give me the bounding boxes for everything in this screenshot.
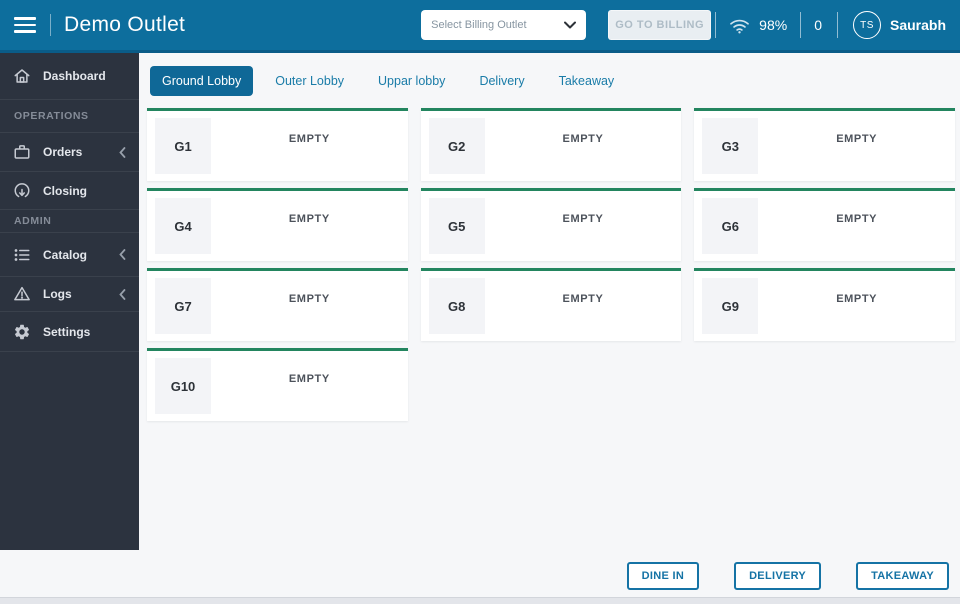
sidebar-item-label: Catalog	[43, 247, 88, 262]
table-id: G6	[702, 198, 759, 254]
sidebar-item-label: Dashboard	[43, 69, 106, 83]
table-card-g8[interactable]: G8 EMPTY	[420, 268, 682, 341]
table-status: EMPTY	[562, 213, 604, 225]
chevron-left-icon	[119, 288, 126, 300]
table-status: EMPTY	[288, 293, 330, 305]
sidebar-item-settings[interactable]: Settings	[0, 312, 139, 352]
main-content: Ground Lobby Outer Lobby Uppar lobby Del…	[139, 53, 960, 604]
table-status: EMPTY	[562, 133, 604, 145]
warning-triangle-icon	[13, 285, 31, 303]
table-id: G3	[702, 118, 759, 174]
table-status: EMPTY	[562, 293, 604, 305]
table-id: G8	[428, 278, 485, 334]
sidebar-item-catalog[interactable]: Catalog	[0, 233, 139, 277]
sidebar-item-label: Closing	[43, 183, 87, 198]
table-card-g6[interactable]: G6 EMPTY	[694, 188, 955, 261]
user-avatar[interactable]: TS	[852, 11, 881, 39]
billing-outlet-select[interactable]: Select Billing Outlet	[421, 10, 587, 40]
sidebar-item-label: Settings	[43, 324, 91, 339]
wifi-icon	[730, 19, 750, 33]
table-id: G1	[155, 118, 211, 174]
table-grid: G1 EMPTY G2 EMPTY G3 EMPTY G4 EMPTY G5	[147, 108, 955, 421]
table-card-g4[interactable]: G4 EMPTY	[147, 188, 408, 261]
delivery-button[interactable]: DELIVERY	[734, 562, 822, 590]
table-status: EMPTY	[836, 133, 878, 145]
table-id: G9	[702, 278, 759, 334]
sidebar-item-closing[interactable]: Closing	[0, 172, 139, 210]
notification-count: 0	[814, 17, 822, 33]
sidebar-section-admin: ADMIN	[0, 210, 139, 233]
table-status: EMPTY	[836, 293, 878, 305]
tab-ground-lobby[interactable]: Ground Lobby	[150, 66, 254, 96]
sidebar-item-dashboard[interactable]: Dashboard	[0, 53, 139, 100]
table-status: EMPTY	[288, 373, 330, 385]
briefcase-icon	[13, 143, 31, 161]
floor-tabs: Ground Lobby Outer Lobby Uppar lobby Del…	[150, 66, 960, 96]
username: Saurabh	[889, 17, 946, 33]
order-type-actions: DINE IN DELIVERY TAKEAWAY	[626, 562, 949, 590]
tab-uppar-lobby[interactable]: Uppar lobby	[378, 74, 446, 88]
table-id: G10	[155, 358, 211, 414]
gear-icon	[13, 323, 31, 341]
table-card-g9[interactable]: G9 EMPTY	[694, 268, 955, 341]
table-status: EMPTY	[288, 133, 330, 145]
list-icon	[13, 246, 31, 264]
title-divider	[50, 14, 51, 36]
outlet-title: Demo Outlet	[64, 13, 186, 36]
table-id: G2	[428, 118, 485, 174]
header-accent-bar	[0, 50, 960, 53]
table-id: G4	[155, 198, 211, 254]
tab-outer-lobby[interactable]: Outer Lobby	[275, 74, 345, 88]
header-divider	[800, 12, 802, 38]
header-divider	[715, 12, 717, 38]
top-header: Demo Outlet Select Billing Outlet GO TO …	[0, 0, 960, 50]
chevron-down-icon	[564, 21, 577, 29]
chevron-left-icon	[119, 249, 126, 260]
table-id: G5	[428, 198, 485, 254]
table-card-g1[interactable]: G1 EMPTY	[147, 108, 408, 181]
table-id: G7	[155, 278, 211, 334]
wifi-strength: 98%	[759, 17, 788, 33]
table-status: EMPTY	[836, 213, 878, 225]
dine-in-button[interactable]: DINE IN	[626, 562, 700, 590]
tab-delivery[interactable]: Delivery	[479, 74, 525, 88]
sidebar-item-label: Logs	[43, 287, 72, 301]
download-circle-icon	[13, 182, 31, 200]
billing-outlet-select-value: Select Billing Outlet	[431, 19, 527, 31]
takeaway-button[interactable]: TAKEAWAY	[856, 562, 949, 590]
home-icon	[13, 67, 31, 85]
header-divider	[836, 12, 838, 38]
avatar-initials: TS	[860, 19, 874, 31]
table-card-g2[interactable]: G2 EMPTY	[420, 108, 682, 181]
sidebar: Dashboard OPERATIONS Orders Closing ADMI…	[0, 53, 139, 550]
horizontal-scrollbar[interactable]	[0, 597, 960, 604]
table-card-g5[interactable]: G5 EMPTY	[420, 188, 682, 261]
table-card-g3[interactable]: G3 EMPTY	[694, 108, 955, 181]
go-to-billing-button[interactable]: GO TO BILLING	[608, 10, 712, 40]
table-card-g10[interactable]: G10 EMPTY	[147, 348, 408, 421]
hamburger-menu-icon[interactable]	[14, 17, 36, 33]
sidebar-item-orders[interactable]: Orders	[0, 133, 139, 172]
sidebar-section-operations: OPERATIONS	[0, 100, 139, 133]
chevron-left-icon	[119, 146, 126, 158]
table-card-g7[interactable]: G7 EMPTY	[147, 268, 408, 341]
sidebar-item-logs[interactable]: Logs	[0, 277, 139, 312]
sidebar-item-label: Orders	[43, 145, 83, 159]
tab-takeaway[interactable]: Takeaway	[558, 74, 615, 88]
table-status: EMPTY	[288, 213, 330, 225]
